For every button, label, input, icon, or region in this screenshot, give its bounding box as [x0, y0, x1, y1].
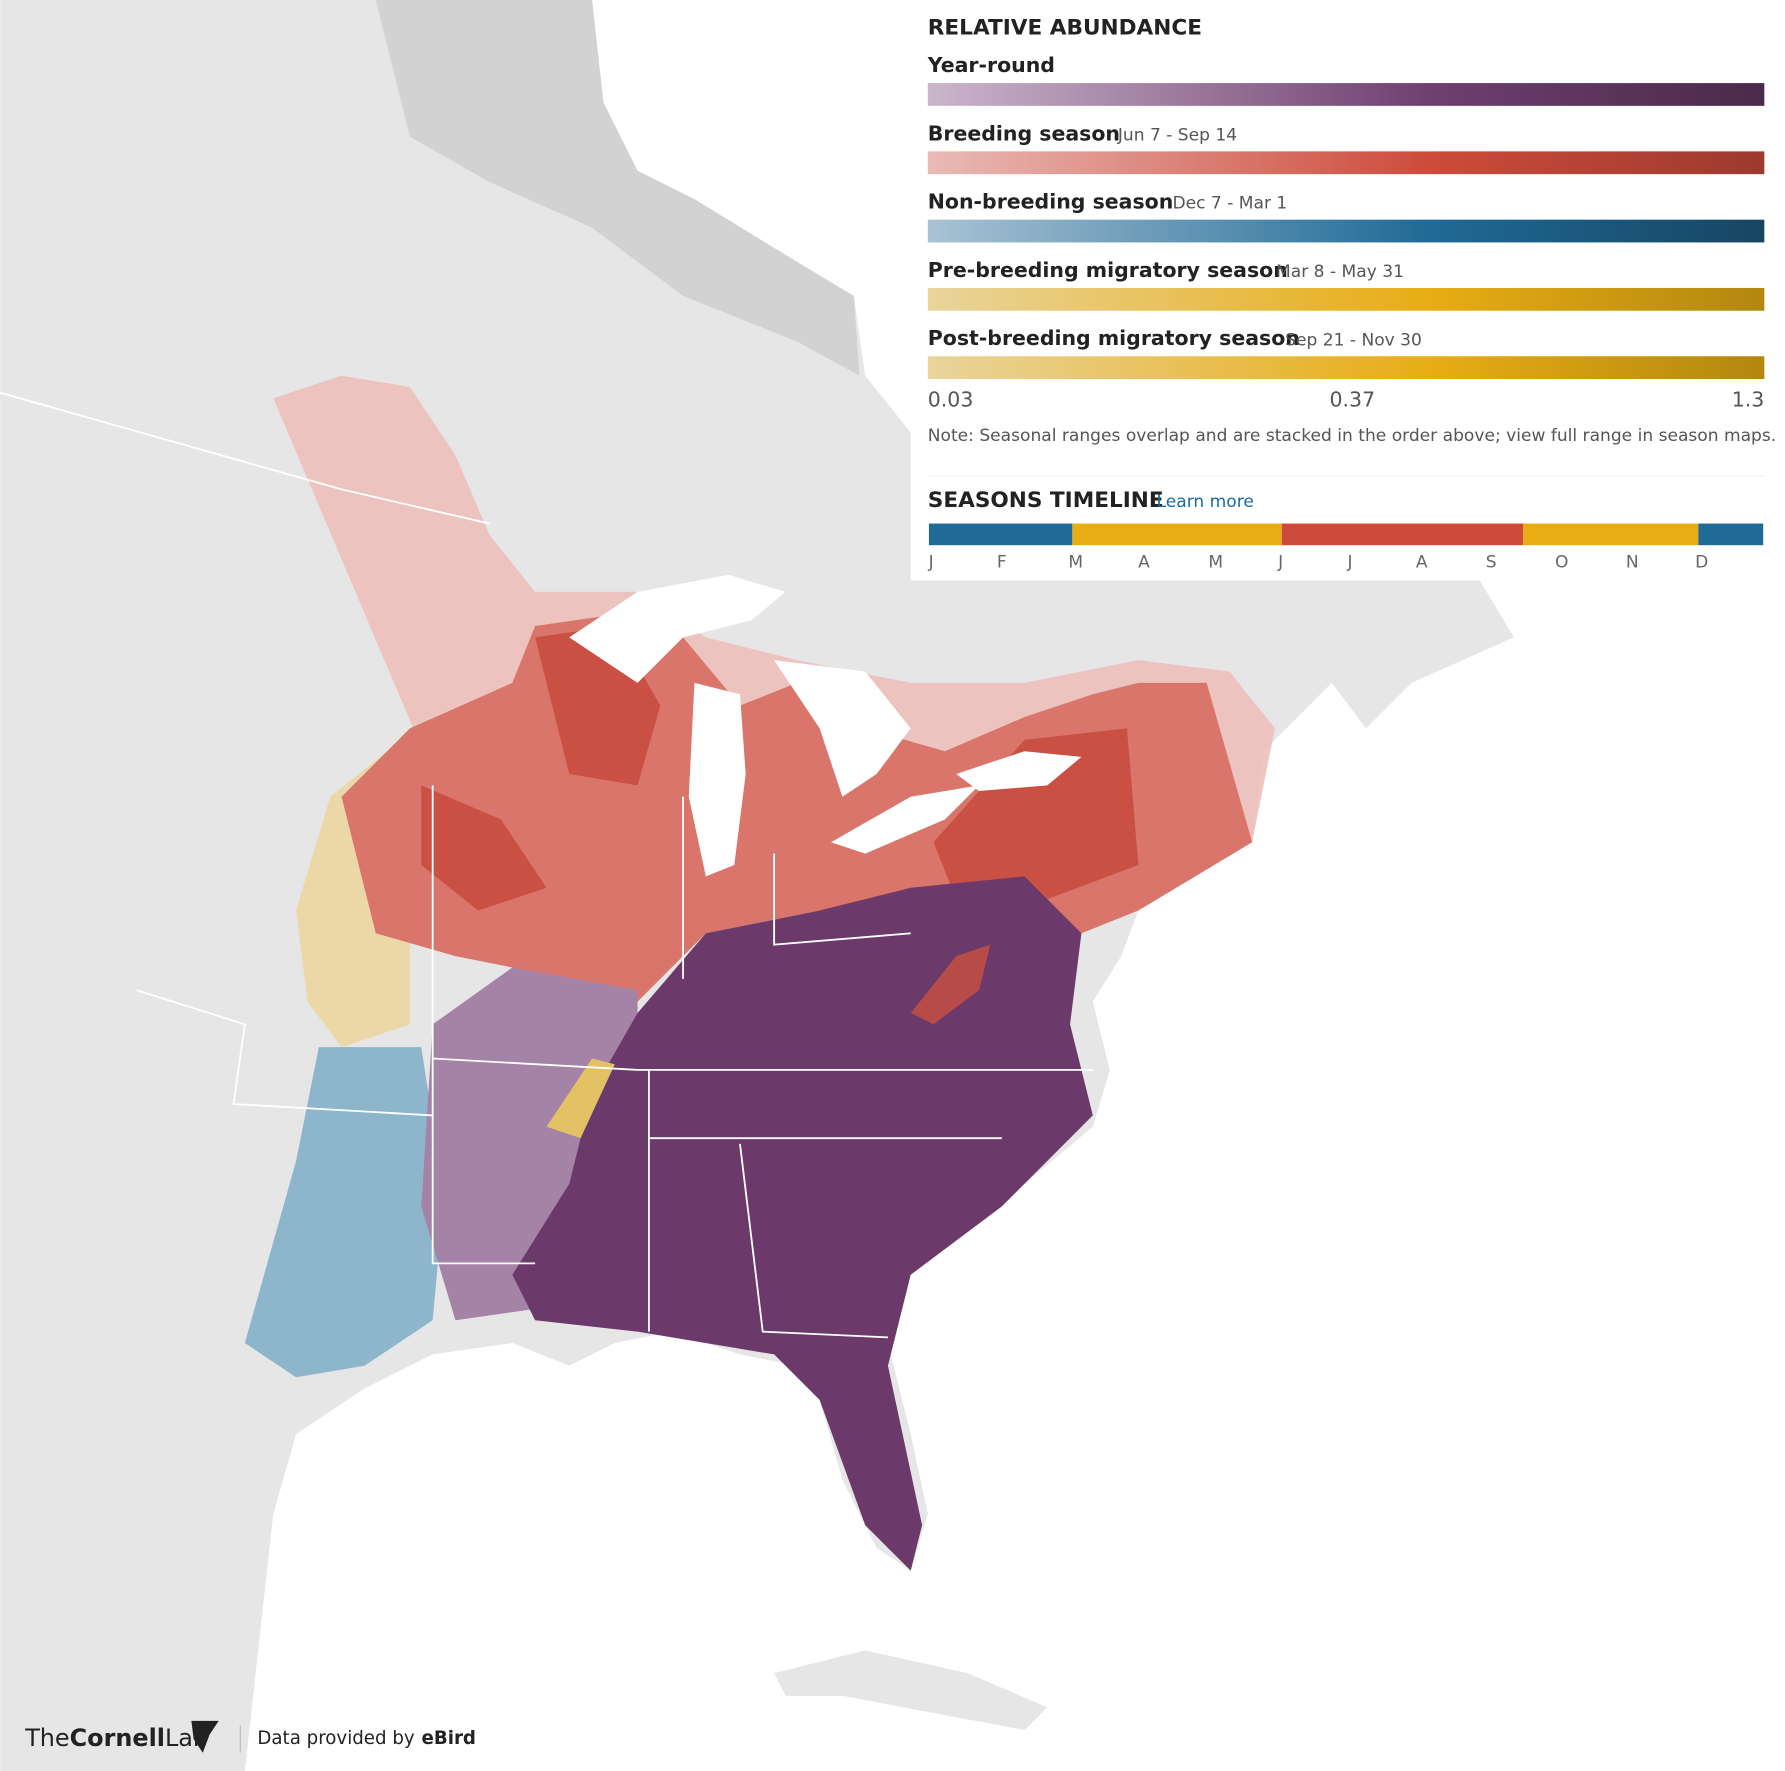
year-round-range [512, 876, 1093, 1571]
legend-note: Note: Seasonal ranges overlap and are st… [928, 426, 1776, 446]
credit-text: Data provided by [257, 1728, 415, 1749]
border-line [136, 989, 433, 1117]
cuba [774, 1650, 1048, 1731]
month-label: O [1555, 552, 1568, 572]
lake-erie [831, 785, 980, 854]
pre-breeding-patch [546, 1058, 615, 1139]
lake-huron [774, 660, 911, 797]
month-label: N [1626, 552, 1639, 572]
border-line [682, 796, 911, 979]
season-name: Year-round [927, 53, 1055, 77]
border-line [739, 1143, 888, 1339]
month-label: A [1416, 552, 1428, 572]
season-scale [927, 356, 1765, 380]
abundance [244, 375, 1275, 1571]
timeline-segment [1281, 523, 1524, 546]
season-dates: Jun 7 - Sep 14 [1117, 125, 1237, 145]
border-line [432, 1057, 1093, 1071]
lake-superior [569, 574, 786, 683]
timeline-segment [928, 523, 1073, 546]
canada-region [375, 0, 860, 376]
legend-panel: RELATIVE ABUNDANCE Year-round Breeding s… [910, 3, 1785, 581]
timeline-title: SEASONS TIMELINE [928, 488, 1164, 513]
non-breeding-range [244, 1047, 445, 1378]
logo-bird [191, 1720, 219, 1753]
border-line [431, 785, 536, 1265]
season-scale [927, 83, 1765, 106]
scale-label: 0.37 [1330, 388, 1376, 412]
month-label: J [928, 552, 934, 572]
breeding-core [421, 625, 1139, 911]
season-dates: Sep 21 - Nov 30 [1285, 330, 1422, 350]
learn-more-link[interactable]: Learn more [1157, 492, 1254, 512]
year-round-west [421, 967, 638, 1321]
logo-cornell: Cornell [70, 1724, 165, 1752]
timeline-segment [1698, 523, 1764, 546]
timeline-segment [1523, 523, 1699, 546]
footer: TheCornellLab Data provided by eBird [24, 1720, 476, 1753]
season-dates: Mar 8 - May 31 [1276, 262, 1404, 282]
timeline-segment [1072, 523, 1282, 546]
month-label: J [1347, 552, 1353, 572]
lake-michigan [688, 682, 746, 877]
cornell-logo: TheCornellLab [24, 1724, 208, 1752]
great-lakes [569, 574, 1082, 877]
season-dates: Dec 7 - Mar 1 [1172, 194, 1287, 214]
credit-source[interactable]: eBird [422, 1728, 476, 1749]
logo-the: The [24, 1724, 69, 1752]
month-label: M [1068, 552, 1083, 572]
season-name: Non-breeding season [928, 190, 1174, 214]
month-label: A [1138, 552, 1150, 572]
season-scale [927, 287, 1765, 311]
borders [0, 391, 1093, 1339]
legend-title: RELATIVE ABUNDANCE [928, 15, 1202, 40]
season-scale [927, 219, 1765, 243]
season-name: Pre-breeding migratory season [928, 258, 1288, 282]
month-label: J [1277, 552, 1283, 572]
season-name: Breeding season [928, 121, 1120, 145]
border-line [0, 391, 490, 525]
month-label: F [997, 552, 1007, 572]
lake-ontario [956, 751, 1082, 792]
month-label: M [1208, 552, 1223, 572]
season-name: Post-breeding migratory season [928, 326, 1300, 350]
credit: Data provided by eBird [257, 1728, 476, 1749]
month-label: D [1695, 552, 1708, 572]
season-scale [927, 151, 1765, 175]
scale-label: 1.3 [1732, 388, 1765, 412]
month-label: S [1486, 552, 1497, 572]
scale-label: 0.03 [928, 388, 974, 412]
breeding-appalachian [910, 944, 991, 1025]
